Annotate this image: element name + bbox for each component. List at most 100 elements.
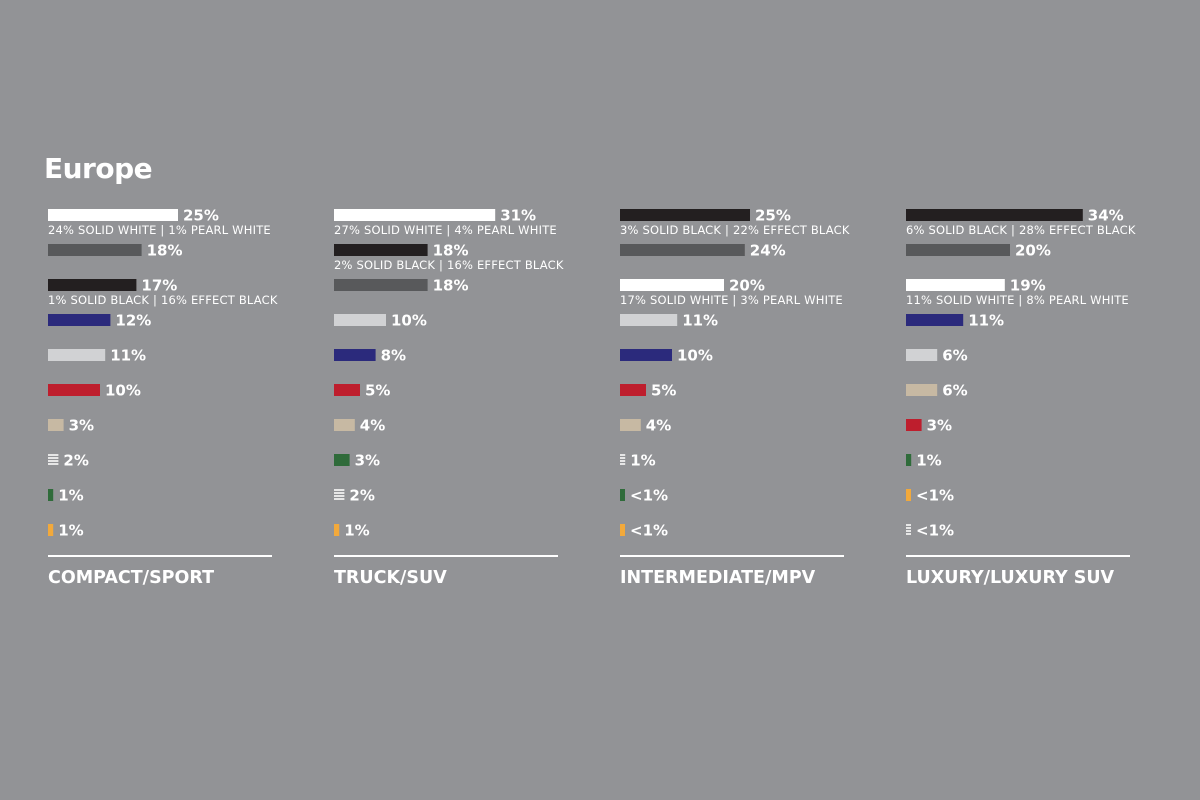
bar-gray [334, 279, 428, 291]
bar-row: 31%27% SOLID WHITE | 4% PEARL WHITE [334, 207, 557, 237]
category-title: TRUCK/SUV [334, 568, 447, 588]
chart-divider [906, 555, 1130, 557]
value-label: <1% [916, 522, 954, 540]
bar-beige [906, 384, 938, 396]
bar-row: 10% [48, 382, 141, 400]
chart-panel-intermediate-mpv: 25% 3% SOLID BLACK | 22% EFFECT BLACK 24% 2… [620, 200, 850, 600]
detail-label: 2% SOLID BLACK | 16% EFFECT BLACK [334, 258, 564, 272]
bar-other [906, 524, 911, 535]
bar-row: 18% [334, 277, 469, 295]
bar-row: 20% [906, 242, 1051, 260]
bar-beige [48, 419, 64, 431]
bar-white [906, 279, 1005, 291]
bar-yellow [48, 524, 54, 536]
chart-panel-luxury-suv: 34% 6% SOLID BLACK | 28% EFFECT BLACK 20% 1… [906, 200, 1136, 600]
bar-row: 11% [906, 312, 1004, 330]
value-label: 10% [105, 382, 141, 400]
bar-yellow [906, 489, 911, 501]
bar-gray [620, 244, 745, 256]
value-label: 5% [651, 382, 676, 400]
value-label: 2% [349, 487, 374, 505]
category-title: LUXURY/LUXURY SUV [906, 568, 1115, 588]
bar-row: 2% [48, 452, 89, 470]
value-label: 1% [344, 522, 369, 540]
detail-label: 27% SOLID WHITE | 4% PEARL WHITE [334, 223, 557, 237]
bar-row: 1% [334, 522, 370, 540]
bar-row: 11% [620, 312, 718, 330]
value-label: 1% [58, 522, 83, 540]
value-label: 6% [942, 347, 967, 365]
bar-white [620, 279, 724, 291]
value-label: 5% [365, 382, 390, 400]
value-label: 24% [750, 242, 786, 260]
bar-row: <1% [906, 487, 954, 505]
category-title: COMPACT/SPORT [48, 568, 215, 588]
value-label: 8% [381, 347, 406, 365]
bar-row: 25%24% SOLID WHITE | 1% PEARL WHITE [48, 207, 271, 237]
bar-row: 5% [334, 382, 390, 400]
value-label: 3% [355, 452, 380, 470]
bar-black [334, 244, 428, 256]
bar-silver [48, 349, 106, 361]
bar-red [48, 384, 100, 396]
bar-white [334, 209, 496, 221]
bar-row: <1% [620, 487, 668, 505]
bar-row: 4% [620, 417, 671, 435]
bar-row: 1% [620, 452, 656, 470]
bar-row: 17%1% SOLID BLACK | 16% EFFECT BLACK [48, 277, 278, 307]
bar-row: 10% [334, 312, 427, 330]
bar-red [620, 384, 646, 396]
bar-row: 3% [906, 417, 952, 435]
region-title: Europe [44, 152, 153, 185]
bar-row: 1% [906, 452, 942, 470]
detail-label: 24% SOLID WHITE | 1% PEARL WHITE [48, 223, 271, 237]
bar-row: 8% [334, 347, 406, 365]
value-label: 3% [927, 417, 952, 435]
value-label: <1% [630, 487, 668, 505]
bar-yellow [620, 524, 625, 536]
value-label: 18% [147, 242, 183, 260]
bar-beige [620, 419, 641, 431]
detail-label: 6% SOLID BLACK | 28% EFFECT BLACK [906, 223, 1136, 237]
bar-row: 6% [906, 382, 968, 400]
chart-divider [620, 555, 844, 557]
bar-row: 6% [906, 347, 968, 365]
bar-row: 4% [334, 417, 385, 435]
bar-row: 20%17% SOLID WHITE | 3% PEARL WHITE [620, 277, 843, 307]
bar-row: 12% [48, 312, 151, 330]
value-label: 18% [433, 242, 469, 260]
bar-row: 18% [48, 242, 183, 260]
detail-label: 3% SOLID BLACK | 22% EFFECT BLACK [620, 223, 850, 237]
bar-beige [334, 419, 355, 431]
bar-black [48, 279, 137, 291]
bar-silver [620, 314, 678, 326]
bar-row: 5% [620, 382, 676, 400]
value-label: <1% [916, 487, 954, 505]
bar-green [906, 454, 912, 466]
bar-chart-intermediate-mpv: 25%3% SOLID BLACK | 22% EFFECT BLACK 24% 2… [620, 207, 850, 540]
bar-green [48, 489, 54, 501]
value-label: 3% [69, 417, 94, 435]
bar-blue [334, 349, 376, 361]
bar-row: 10% [620, 347, 713, 365]
bar-gray [48, 244, 142, 256]
bar-chart-truck-suv: 31%27% SOLID WHITE | 4% PEARL WHITE18%2%… [334, 207, 564, 540]
bar-silver [334, 314, 386, 326]
chart-divider [48, 555, 272, 557]
bar-row: 24% [620, 242, 786, 260]
value-label: <1% [630, 522, 668, 540]
bar-row: <1% [906, 522, 954, 540]
bar-blue [906, 314, 964, 326]
bar-row: 34%6% SOLID BLACK | 28% EFFECT BLACK [906, 207, 1136, 237]
value-label: 19% [1010, 277, 1046, 295]
chart-panel-compact-sport: 25% 24% SOLID WHITE | 1% PEARL WHITE 18% 17… [48, 200, 278, 600]
value-label: 6% [942, 382, 967, 400]
detail-label: 11% SOLID WHITE | 8% PEARL WHITE [906, 293, 1129, 307]
bar-gray [906, 244, 1010, 256]
bar-green [334, 454, 350, 466]
value-label: 2% [63, 452, 88, 470]
bar-other [620, 454, 626, 465]
bar-row: 3% [48, 417, 94, 435]
bar-row: 19%11% SOLID WHITE | 8% PEARL WHITE [906, 277, 1129, 307]
value-label: 18% [433, 277, 469, 295]
